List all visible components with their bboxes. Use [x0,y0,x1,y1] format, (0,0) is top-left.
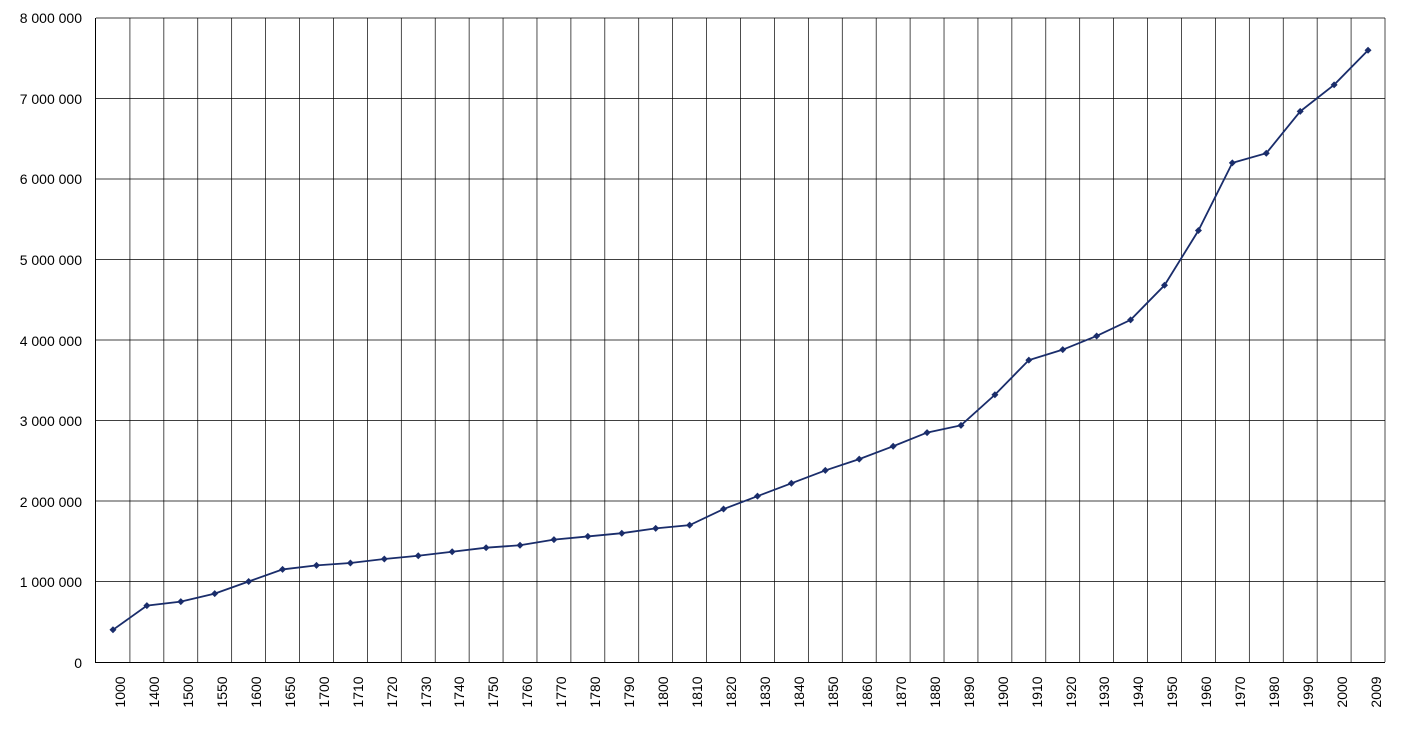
data-marker [381,555,388,562]
x-tick-label: 1850 [825,676,841,707]
y-tick-label: 8 000 000 [20,10,82,26]
y-tick-label: 4 000 000 [20,333,82,349]
x-tick-label: 1820 [723,676,739,707]
data-marker [652,525,659,532]
y-tick-label: 1 000 000 [20,574,82,590]
x-tick-label: 1000 [112,676,128,707]
data-marker [788,480,795,487]
data-marker [720,506,727,513]
x-axis: 1000 1400 1500 1550 1600 1650 1700 1710 1720 1730… [95,670,1385,730]
data-marker [822,467,829,474]
data-marker [177,598,184,605]
x-tick-label: 1890 [961,676,977,707]
data-marker [618,530,625,537]
x-tick-label: 1600 [248,676,264,707]
data-marker [483,544,490,551]
data-marker [1093,332,1100,339]
x-tick-label: 1770 [553,676,569,707]
data-marker [415,552,422,559]
x-tick-label: 1920 [1063,676,1079,707]
x-tick-label: 1950 [1164,676,1180,707]
x-tick-label: 1780 [587,676,603,707]
data-marker [517,542,524,549]
y-tick-label: 7 000 000 [20,91,82,107]
x-tick-label: 1830 [757,676,773,707]
x-tick-label: 1800 [655,676,671,707]
x-tick-label: 1960 [1198,676,1214,707]
data-marker [890,443,897,450]
x-tick-label: 1790 [621,676,637,707]
data-marker [211,590,218,597]
x-tick-label: 1900 [995,676,1011,707]
x-tick-label: 1910 [1029,676,1045,707]
x-tick-label: 1860 [859,676,875,707]
data-marker [313,562,320,569]
x-tick-label: 1980 [1266,676,1282,707]
y-tick-label: 5 000 000 [20,252,82,268]
x-tick-label: 1740 [451,676,467,707]
x-tick-label: 1760 [519,676,535,707]
data-marker [856,456,863,463]
y-tick-label: 3 000 000 [20,413,82,429]
x-tick-label: 1750 [485,676,501,707]
x-tick-label: 1840 [791,676,807,707]
data-marker [550,536,557,543]
x-tick-label: 1550 [214,676,230,707]
x-tick-label: 1700 [316,676,332,707]
data-marker [245,578,252,585]
data-marker [279,566,286,573]
x-tick-label: 2009 [1368,676,1384,707]
data-marker [1059,346,1066,353]
x-tick-label: 1710 [350,676,366,707]
y-axis: 0 1 000 000 2 000 000 3 000 000 4 000 000 5 0… [10,10,90,670]
x-tick-label: 1930 [1096,676,1112,707]
x-tick-label: 1940 [1130,676,1146,707]
data-marker [347,559,354,566]
y-tick-label: 6 000 000 [20,171,82,187]
y-tick-label: 0 [74,655,82,671]
x-tick-label: 1870 [893,676,909,707]
chart-svg [96,18,1385,662]
data-marker [1229,159,1236,166]
x-tick-label: 1500 [180,676,196,707]
x-tick-label: 1730 [418,676,434,707]
x-tick-label: 2000 [1334,676,1350,707]
x-tick-label: 1650 [282,676,298,707]
data-marker [924,429,931,436]
x-tick-label: 1400 [146,676,162,707]
data-marker [584,533,591,540]
x-tick-label: 1970 [1232,676,1248,707]
y-tick-label: 2 000 000 [20,494,82,510]
data-marker [686,522,693,529]
x-tick-label: 1880 [927,676,943,707]
line-chart: 0 1 000 000 2 000 000 3 000 000 4 000 000 5 0… [10,10,1395,739]
data-marker [754,493,761,500]
plot-area [95,18,1385,663]
data-marker [449,548,456,555]
x-tick-label: 1990 [1300,676,1316,707]
x-tick-label: 1720 [384,676,400,707]
x-tick-label: 1810 [689,676,705,707]
